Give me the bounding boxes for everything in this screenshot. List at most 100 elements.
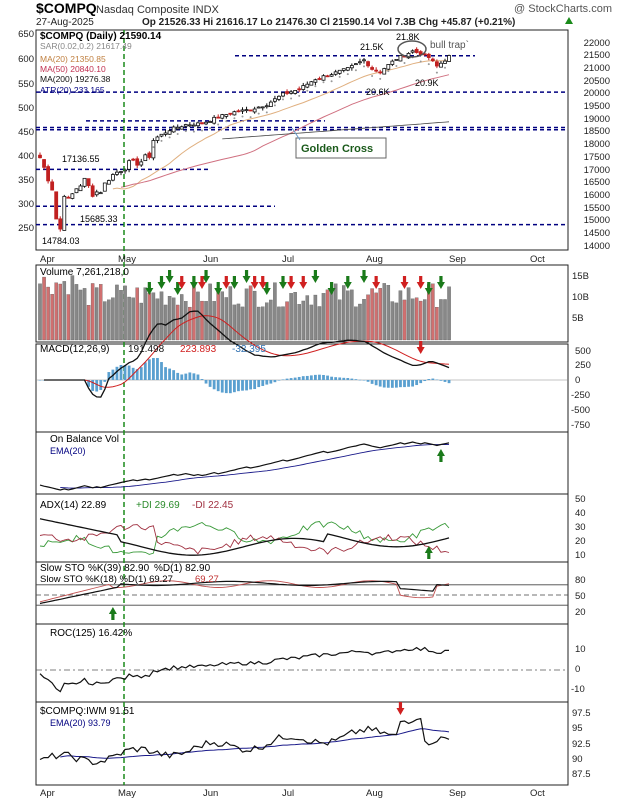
candle-body [329, 74, 334, 77]
volume-bar [402, 299, 407, 341]
price-panel-title: $COMPQ (Daily) 21590.14 [40, 31, 162, 42]
volume-bar [362, 299, 366, 341]
candle-body [216, 116, 221, 119]
volume-bar [374, 292, 378, 341]
sell-arrow-icon [311, 270, 320, 283]
candle-body [70, 193, 75, 199]
x-tick-bottom-may: May [118, 788, 136, 799]
candle-body [151, 140, 156, 159]
x-tick-apr: Apr [40, 254, 55, 265]
candle-body [414, 48, 419, 53]
candle-body [183, 124, 188, 127]
macd-histogram-bar [395, 380, 398, 388]
candle-body [252, 108, 257, 113]
candle-body [131, 158, 136, 161]
legend-atr: ATR(20) 233.165 [40, 85, 105, 95]
candle-body [167, 130, 172, 135]
y-tick-18500: 18500 [584, 126, 610, 137]
annotation-20-6k: 20.6K [366, 87, 390, 97]
sell-arrow-icon [198, 276, 206, 289]
candle-body [277, 95, 281, 100]
legend-ma200: MA(200) 19276.38 [40, 74, 111, 84]
volume-bar [131, 297, 135, 341]
ratio-line [39, 717, 450, 766]
candle-body [370, 67, 375, 70]
volume-bar [115, 284, 119, 341]
volume-bar [70, 275, 75, 341]
y-left-tick-600: 600 [18, 54, 34, 65]
volume-bar [269, 299, 273, 341]
y-tick-19500: 19500 [584, 101, 610, 112]
macd-histogram-bar [297, 376, 301, 380]
candle-body [86, 178, 91, 187]
candle-body [196, 122, 200, 127]
change-up-icon [565, 17, 573, 24]
sell-arrow-icon [222, 276, 231, 289]
macd-tick-250: 250 [575, 360, 591, 371]
volume-bar [216, 289, 220, 341]
macd-histogram-bar [386, 380, 390, 388]
candle-body [353, 63, 358, 66]
sar-dot [201, 129, 203, 132]
macd-histogram-bar [301, 376, 305, 380]
sell-arrow-icon [177, 276, 186, 289]
vol-tick-15b: 15B [572, 271, 589, 282]
sell-arrow-icon [360, 270, 368, 283]
sar-dot [338, 75, 341, 78]
x-tick-may: May [118, 254, 136, 265]
candle-body [212, 116, 217, 124]
sar-dot [306, 89, 309, 92]
volume-bar [256, 306, 261, 341]
x-tick-bottom-apr: Apr [40, 788, 55, 799]
volume-bar [313, 294, 318, 341]
candle-body [301, 85, 306, 90]
y-tick-18000: 18000 [584, 139, 610, 150]
candle-body [345, 67, 350, 71]
sar-dot [184, 130, 187, 133]
y-tick-17500: 17500 [584, 152, 610, 163]
macd-hist-value: -32.395 [232, 344, 266, 355]
candle-body [244, 109, 249, 112]
candle-body [447, 55, 451, 62]
volume-bar [346, 290, 350, 341]
macd-histogram-bar [216, 380, 220, 392]
adx-title: ADX(14) 22.89 [40, 500, 107, 511]
sar-dot [225, 120, 228, 123]
volume-bar [406, 287, 411, 341]
volume-bar [82, 288, 87, 341]
sell-arrow-icon [165, 270, 174, 283]
macd-histogram-bar [314, 374, 317, 380]
macd-histogram-bar [370, 380, 374, 384]
sar-dot [322, 81, 325, 84]
sell-arrow-icon [250, 276, 259, 289]
watermark: @ StockCharts.com [514, 3, 612, 15]
macd-tick-n500: -500 [571, 405, 590, 416]
volume-bar [58, 283, 63, 341]
x-tick-bottom-jun: Jun [203, 788, 218, 799]
macd-value: 191.498 [128, 344, 165, 355]
candle-body [426, 53, 431, 58]
candle-body [228, 112, 233, 115]
volume-bar [74, 284, 79, 341]
x-tick-oct: Oct [530, 254, 545, 265]
legend-sar: SAR(0.02,0.2) 21617.49 [40, 41, 132, 51]
candle-body [390, 60, 395, 65]
candle-body [430, 58, 435, 62]
sar-dot [241, 115, 244, 118]
annotation-21-8k: 21.8K [396, 32, 420, 42]
macd-tick-500: 500 [575, 346, 591, 357]
macd-histogram-bar [160, 362, 163, 380]
candle-body [90, 185, 95, 197]
volume-bar [431, 283, 435, 341]
volume-bar [208, 283, 212, 341]
buy-arrow-icon [108, 607, 117, 620]
sar-dot [403, 61, 406, 64]
volume-bar [143, 287, 148, 341]
annotation-golden-cross: Golden Cross [301, 143, 373, 155]
volume-bar [123, 285, 127, 341]
macd-histogram-bar [322, 374, 325, 380]
macd-histogram-bar [378, 380, 382, 387]
candle-body [309, 81, 314, 86]
macd-histogram-bar [200, 379, 204, 380]
sell-arrow-icon [262, 282, 271, 295]
